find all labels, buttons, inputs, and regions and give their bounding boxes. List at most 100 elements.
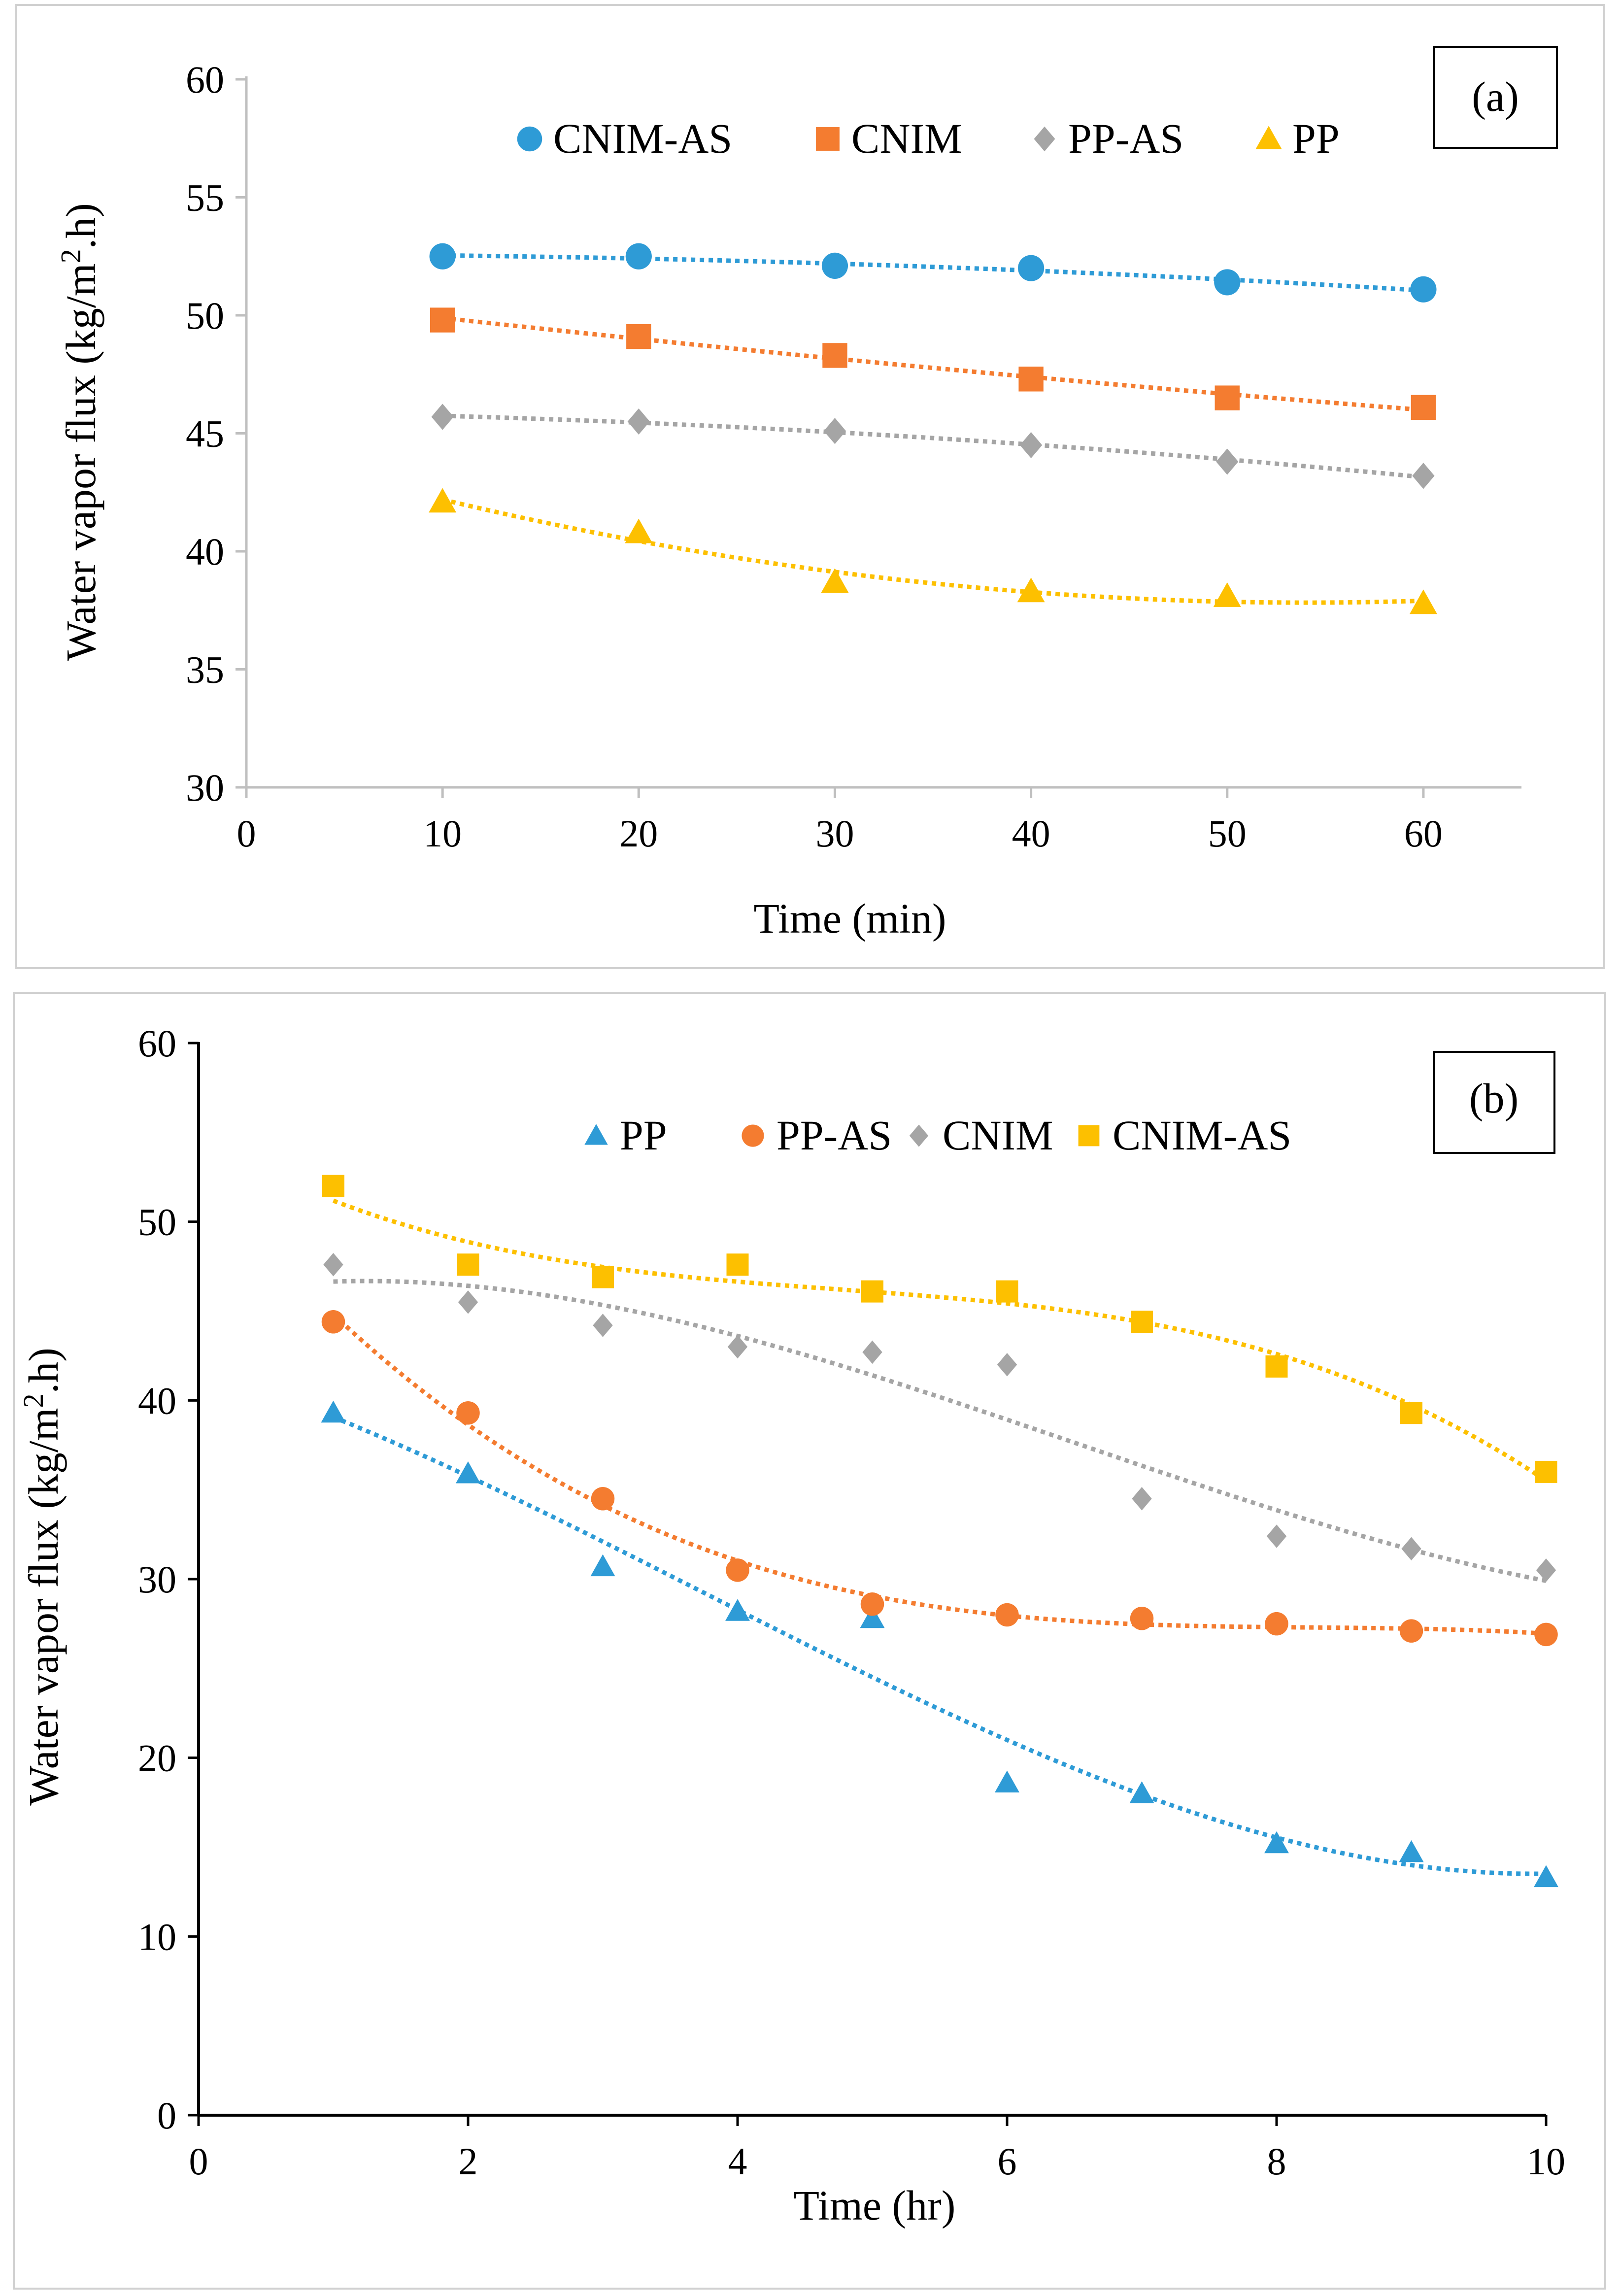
- a-point-pp-as: [627, 408, 650, 435]
- b-point-pp-as: [860, 1592, 884, 1616]
- a-point-cnim: [1411, 395, 1436, 420]
- a-y-tick-label: 50: [186, 294, 224, 337]
- b-legend-label-cnim-as: CNIM-AS: [1113, 1112, 1291, 1159]
- b-x-tick-label: 4: [728, 2140, 747, 2183]
- b-y-tick-label: 60: [138, 1022, 176, 1065]
- a-point-pp: [821, 568, 849, 593]
- a-y-tick-label: 30: [186, 766, 224, 809]
- panel-b-y-axis-label-main: Water vapor flux (kg/m: [20, 1408, 67, 1805]
- a-x-tick-label: 10: [423, 812, 462, 855]
- a-point-cnim: [430, 307, 455, 333]
- panel-a-legend: CNIM-AS CNIM PP-AS PP: [517, 115, 1340, 162]
- panel-b-label-box: [1433, 1051, 1555, 1154]
- a-x-tick-label: 20: [619, 812, 658, 855]
- a-point-pp: [1409, 589, 1437, 614]
- b-point-cnim-as: [1535, 1460, 1557, 1483]
- panel-a-y-axis-label-main: Water vapor flux (kg/m: [57, 263, 104, 661]
- b-trendline-cnim-as: [332, 1198, 1548, 1483]
- a-point-pp-as: [1020, 432, 1043, 459]
- b-point-pp-as: [1265, 1612, 1288, 1636]
- panel-a-label: (a): [1472, 73, 1519, 120]
- panel-a-frame: [15, 4, 1605, 969]
- panel-a-trendlines: [442, 253, 1424, 605]
- a-legend-label-cnim: CNIM: [851, 115, 962, 162]
- b-point-pp: [860, 1606, 885, 1628]
- a-point-pp-as: [823, 418, 846, 444]
- a-point-pp-as: [1216, 448, 1239, 475]
- b-point-cnim-as: [861, 1280, 883, 1303]
- a-x-tick-label: 40: [1012, 812, 1050, 855]
- b-point-cnim: [323, 1252, 343, 1277]
- a-legend-marker-pp-as: [1034, 126, 1055, 152]
- a-point-cnim: [1215, 385, 1240, 410]
- panel-a-y-axis-label: Water vapor flux (kg/m2.h): [55, 203, 104, 661]
- a-legend-label-pp: PP: [1292, 115, 1340, 162]
- a-trendline-pp-as: [442, 413, 1424, 479]
- a-point-cnim: [1018, 367, 1044, 392]
- b-point-cnim-as: [726, 1253, 749, 1276]
- panel-b-y-axis-label: Water vapor flux (kg/m2.h): [17, 1348, 67, 1806]
- b-legend-label-cnim: CNIM: [943, 1112, 1053, 1159]
- a-point-pp: [1017, 577, 1045, 603]
- b-point-cnim: [1266, 1524, 1287, 1548]
- b-point-cnim: [593, 1314, 613, 1337]
- a-point-cnim-as: [429, 243, 456, 270]
- panel-b-trendlines: [332, 1198, 1548, 1876]
- panel-b-x-ticks: 0 2 4 6 8 10: [189, 2115, 1565, 2183]
- b-point-pp-as: [1534, 1622, 1558, 1647]
- b-point-pp: [1399, 1840, 1424, 1862]
- b-y-tick-label: 0: [157, 2094, 176, 2137]
- b-point-cnim: [1536, 1558, 1556, 1582]
- panel-b: 0 10 20 30 40 50 60 0 2 4 6 8 10 Time (hr) Water va…: [13, 992, 1606, 2290]
- a-y-tick-label: 40: [186, 530, 224, 573]
- b-legend-label-pp: PP: [620, 1112, 667, 1159]
- panel-a-points: [429, 243, 1437, 614]
- b-point-cnim-as: [1265, 1355, 1288, 1378]
- a-legend-marker-cnim-as: [517, 126, 542, 152]
- a-legend-marker-cnim: [816, 127, 840, 151]
- b-point-cnim-as: [322, 1175, 344, 1197]
- b-point-cnim-as: [592, 1266, 614, 1288]
- a-y-tick-label: 55: [186, 176, 224, 219]
- a-x-tick-label: 60: [1404, 812, 1443, 855]
- a-legend-marker-pp: [1255, 126, 1282, 149]
- b-point-pp-as: [456, 1401, 480, 1425]
- b-y-tick-label: 10: [138, 1915, 176, 1958]
- b-point-cnim: [997, 1353, 1017, 1377]
- b-trendline-pp-as: [332, 1313, 1547, 1636]
- b-point-pp: [456, 1461, 480, 1484]
- a-x-tick-label: 0: [237, 812, 256, 855]
- a-trendline-pp: [442, 497, 1424, 605]
- panel-b-legend: PP PP-AS CNIM CNIM-AS: [584, 1112, 1291, 1159]
- b-x-tick-label: 8: [1267, 2140, 1286, 2183]
- panel-a-y-axis-label-sup: 2: [55, 249, 87, 263]
- panel-b-x-axis-label: Time (hr): [794, 2182, 956, 2229]
- a-y-tick-label: 45: [186, 412, 224, 455]
- b-legend-marker-cnim: [909, 1124, 929, 1147]
- b-point-cnim-as: [457, 1253, 479, 1276]
- a-point-pp-as: [431, 404, 454, 430]
- a-legend-label-cnim-as: CNIM-AS: [553, 115, 732, 162]
- a-legend-label-pp-as: PP-AS: [1068, 115, 1183, 162]
- panel-b-points: [321, 1175, 1558, 1888]
- b-point-pp: [321, 1400, 346, 1423]
- b-point-pp: [995, 1770, 1019, 1792]
- b-x-tick-label: 2: [459, 2140, 478, 2183]
- panel-a-x-ticks: 0 10 20 30 40 50 60: [237, 787, 1443, 855]
- b-point-cnim: [1401, 1537, 1421, 1561]
- a-point-cnim-as: [1410, 276, 1437, 303]
- a-point-cnim: [822, 343, 847, 368]
- a-y-tick-label: 60: [186, 58, 224, 101]
- panel-a-x-axis-label: Time (min): [753, 895, 946, 942]
- b-y-tick-label: 50: [138, 1201, 176, 1244]
- a-point-cnim-as: [625, 243, 652, 270]
- b-point-pp: [1264, 1831, 1289, 1854]
- a-trendline-cnim-as: [442, 253, 1424, 293]
- a-x-tick-label: 30: [815, 812, 854, 855]
- b-legend-marker-cnim-as: [1078, 1125, 1100, 1147]
- b-legend-marker-pp-as: [742, 1124, 764, 1147]
- a-point-pp: [1213, 582, 1241, 607]
- b-legend-marker-pp: [584, 1124, 608, 1145]
- a-point-cnim-as: [1214, 269, 1241, 296]
- b-point-cnim-as: [1400, 1402, 1422, 1424]
